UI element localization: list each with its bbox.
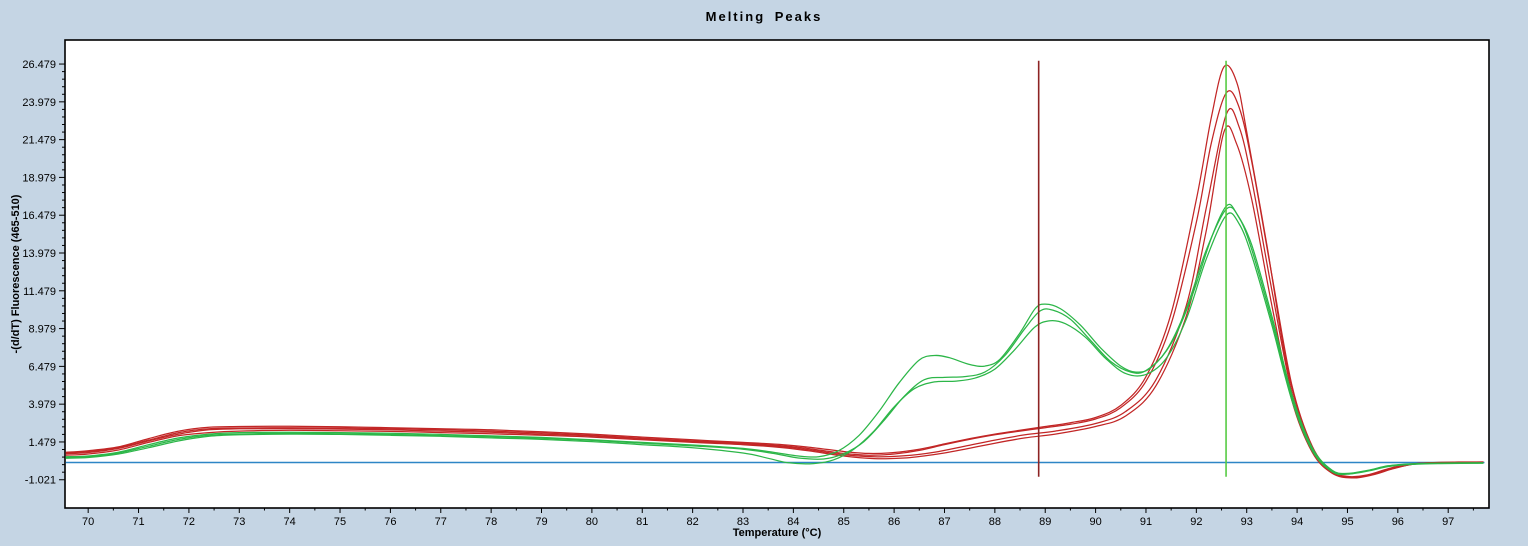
x-axis-title: Temperature (°C) xyxy=(732,527,822,539)
x-tick-label: 71 xyxy=(132,516,144,528)
curve-green-sample-1[interactable] xyxy=(65,203,1484,475)
x-tick-label: 84 xyxy=(787,516,799,528)
x-tick-label: 81 xyxy=(636,516,648,528)
curve-green-sample-2[interactable] xyxy=(65,206,1484,475)
curve-red-sample-4[interactable] xyxy=(65,125,1484,479)
y-tick-label: 18.979 xyxy=(22,172,56,184)
y-tick-label: 1.479 xyxy=(28,437,56,449)
x-tick-label: 73 xyxy=(233,516,245,528)
plot-content xyxy=(65,60,1485,479)
x-tick-label: 77 xyxy=(435,516,447,528)
plot-area: 26.479 23.979 21.479 18.979 16.479 13.979 11.4… xyxy=(22,39,1490,528)
x-tick-label: 90 xyxy=(1089,516,1101,528)
x-tick-label: 72 xyxy=(183,516,195,528)
x-tick-label: 83 xyxy=(737,516,749,528)
chart-title: Melting Peaks xyxy=(705,9,823,24)
x-tick-label: 78 xyxy=(485,516,497,528)
x-tick-label: 76 xyxy=(384,516,396,528)
x-tick-label: 82 xyxy=(687,516,699,528)
curve-green-sample-3[interactable] xyxy=(65,212,1484,476)
x-tick-label: 75 xyxy=(334,516,346,528)
x-tick-label: 79 xyxy=(535,516,547,528)
x-tick-label: 85 xyxy=(838,516,850,528)
y-axis-title: -(d/dT) Fluorescence (465-510) xyxy=(10,194,22,354)
y-tick-label: 16.479 xyxy=(22,210,56,222)
y-tick-label: -1.021 xyxy=(25,475,56,487)
y-tick-label: 3.979 xyxy=(28,399,56,411)
x-tick-label: 87 xyxy=(938,516,950,528)
x-tick-label: 74 xyxy=(284,516,296,528)
y-tick-label: 26.479 xyxy=(22,59,56,71)
x-tick-label: 70 xyxy=(82,516,94,528)
y-tick-label: 6.479 xyxy=(28,361,56,373)
x-tick-label: 91 xyxy=(1140,516,1152,528)
x-tick-label: 93 xyxy=(1241,516,1253,528)
curve-red-sample-2[interactable] xyxy=(65,90,1484,478)
x-tick-label: 80 xyxy=(586,516,598,528)
y-tick-label: 11.479 xyxy=(23,286,56,298)
y-tick-label: 13.979 xyxy=(22,248,56,260)
x-tick-label: 97 xyxy=(1442,516,1454,528)
x-tick-label: 94 xyxy=(1291,516,1303,528)
x-tick-label: 88 xyxy=(989,516,1001,528)
y-tick-label: 8.979 xyxy=(28,324,56,336)
y-tick-label: 23.979 xyxy=(22,97,56,109)
plot-background xyxy=(64,39,1490,509)
x-tick-label: 95 xyxy=(1341,516,1353,528)
x-tick-label: 92 xyxy=(1190,516,1202,528)
x-tick-label: 89 xyxy=(1039,516,1051,528)
x-tick-label: 96 xyxy=(1392,516,1404,528)
x-tick-label: 86 xyxy=(888,516,900,528)
y-tick-label: 21.479 xyxy=(22,135,56,147)
